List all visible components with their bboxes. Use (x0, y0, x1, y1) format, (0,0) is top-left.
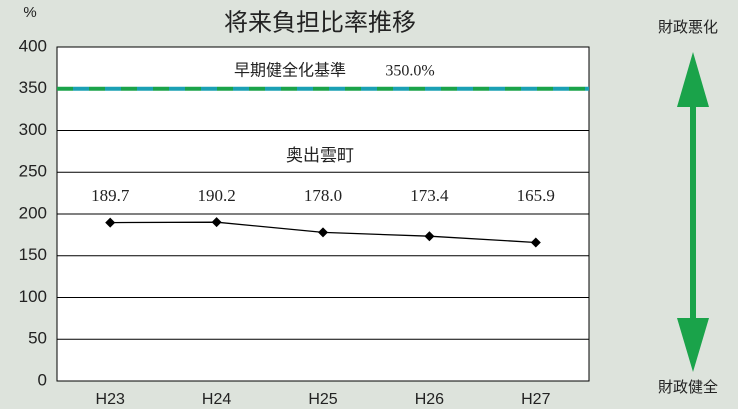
marker (530, 237, 541, 248)
x-tick-label: H26 (415, 391, 444, 408)
y-tick-label: 350 (19, 78, 47, 97)
annotation-bottom: 財政健全 (658, 378, 718, 396)
value-label: 190.2 (197, 186, 235, 205)
y-tick-label: 200 (19, 203, 47, 222)
x-tick-label: H27 (521, 391, 550, 408)
y-tick-label: 150 (19, 245, 47, 264)
threshold-name: 早期健全化基準 (234, 61, 346, 79)
y-tick-label: 50 (28, 329, 47, 348)
y-unit: % (23, 4, 36, 21)
threshold-label: 350.0% (385, 62, 434, 79)
value-label: 189.7 (91, 186, 130, 205)
x-tick-label: H24 (202, 391, 231, 408)
y-tick-label: 100 (19, 287, 47, 306)
y-tick-label: 300 (19, 120, 47, 139)
value-label: 165.9 (517, 186, 555, 205)
marker (424, 231, 435, 242)
marker (105, 217, 116, 228)
annotation-top: 財政悪化 (658, 19, 718, 36)
x-tick-label: H25 (308, 391, 337, 408)
y-tick-label: 400 (19, 36, 47, 55)
y-tick-label: 250 (19, 162, 47, 181)
value-label: 173.4 (410, 186, 449, 205)
marker (211, 217, 222, 228)
value-label: 178.0 (304, 186, 342, 205)
marker (318, 227, 328, 238)
arrow (677, 52, 709, 372)
chart-title: 将来負担比率推移 (224, 9, 416, 36)
series-name: 奥出雲町 (286, 146, 354, 165)
x-tick-label: H23 (96, 391, 125, 408)
y-tick-label: 0 (38, 370, 47, 389)
